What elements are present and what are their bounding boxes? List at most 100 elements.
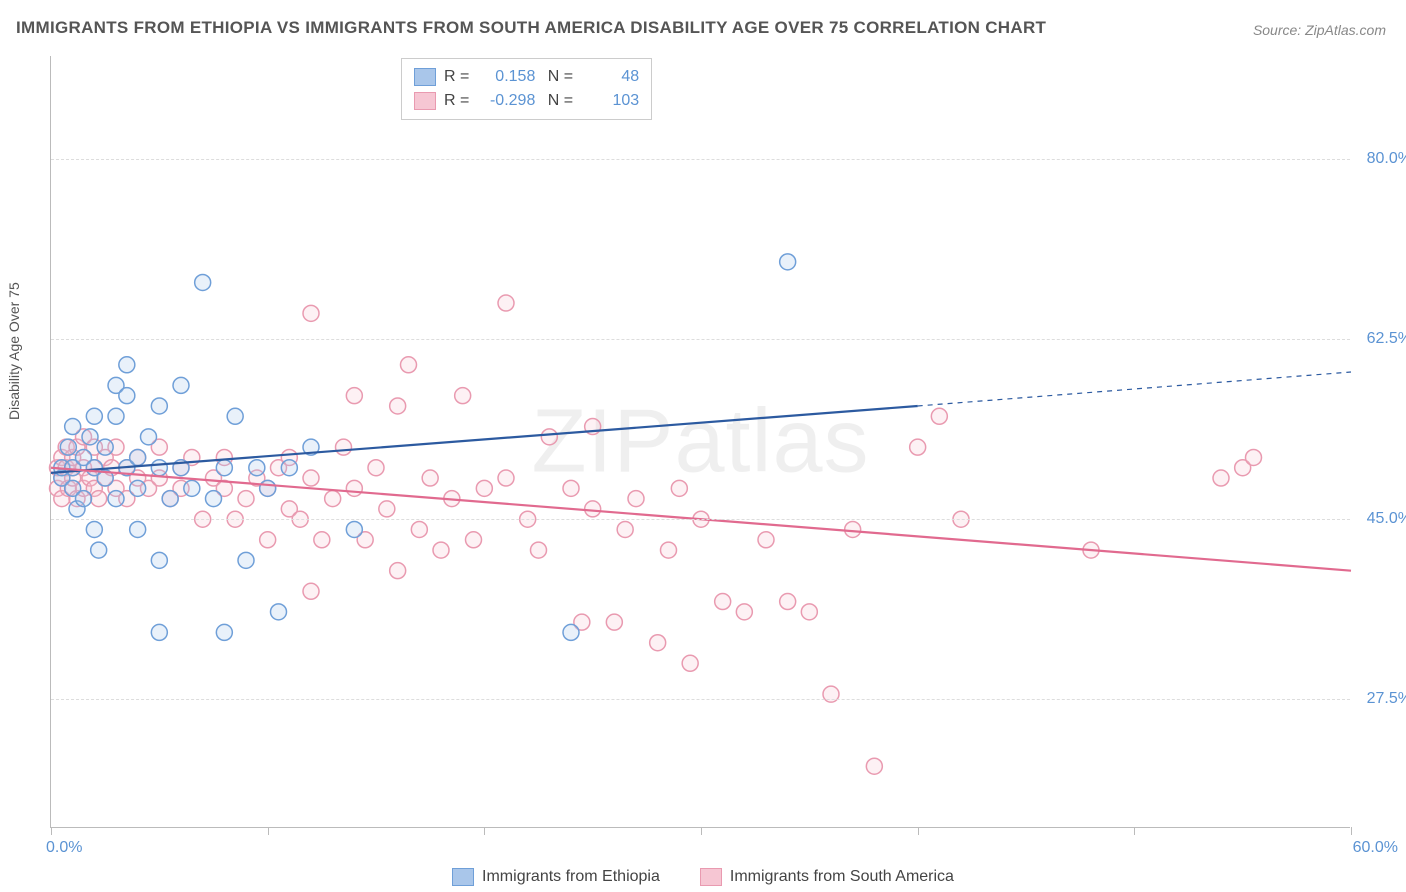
x-tick xyxy=(51,827,52,835)
legend-label-1: Immigrants from South America xyxy=(730,868,954,886)
data-point xyxy=(303,305,319,321)
data-point xyxy=(260,532,276,548)
data-point xyxy=(119,388,135,404)
data-point xyxy=(780,594,796,610)
plot-area: ZIPatlas R = 0.158 N = 48 R = -0.298 N =… xyxy=(50,56,1350,828)
data-point xyxy=(715,594,731,610)
gridline-h xyxy=(51,519,1350,520)
data-point xyxy=(346,388,362,404)
data-point xyxy=(151,624,167,640)
data-point xyxy=(130,480,146,496)
data-point xyxy=(108,491,124,507)
data-point xyxy=(682,655,698,671)
data-point xyxy=(238,552,254,568)
data-point xyxy=(216,624,232,640)
data-point xyxy=(455,388,471,404)
data-point xyxy=(97,439,113,455)
data-point xyxy=(736,604,752,620)
legend-label-0: Immigrants from Ethiopia xyxy=(482,868,660,886)
data-point xyxy=(585,501,601,517)
data-point xyxy=(184,480,200,496)
y-tick-label: 27.5% xyxy=(1357,690,1406,708)
data-point xyxy=(801,604,817,620)
x-tick xyxy=(918,827,919,835)
data-point xyxy=(281,460,297,476)
data-point xyxy=(422,470,438,486)
data-point xyxy=(65,419,81,435)
data-point xyxy=(1213,470,1229,486)
bottom-legend: Immigrants from Ethiopia Immigrants from… xyxy=(0,868,1406,886)
gridline-h xyxy=(51,159,1350,160)
data-point xyxy=(617,521,633,537)
data-point xyxy=(303,583,319,599)
data-point xyxy=(325,491,341,507)
data-point xyxy=(151,460,167,476)
source-label: Source: ZipAtlas.com xyxy=(1253,22,1386,38)
data-point xyxy=(498,295,514,311)
chart-svg xyxy=(51,56,1350,827)
x-tick-max: 60.0% xyxy=(1353,839,1398,857)
data-point xyxy=(82,429,98,445)
data-point xyxy=(314,532,330,548)
data-point xyxy=(758,532,774,548)
data-point xyxy=(162,491,178,507)
data-point xyxy=(76,491,92,507)
data-point xyxy=(661,542,677,558)
x-tick-min: 0.0% xyxy=(46,839,82,857)
data-point xyxy=(845,521,861,537)
data-point xyxy=(260,480,276,496)
x-tick xyxy=(484,827,485,835)
data-point xyxy=(173,377,189,393)
data-point xyxy=(866,758,882,774)
legend-swatch-icon xyxy=(700,868,722,886)
trend-line xyxy=(51,406,918,473)
data-point xyxy=(346,521,362,537)
y-tick-label: 45.0% xyxy=(1357,510,1406,528)
data-point xyxy=(86,521,102,537)
x-tick xyxy=(1134,827,1135,835)
data-point xyxy=(249,460,265,476)
data-point xyxy=(931,408,947,424)
data-point xyxy=(346,480,362,496)
chart-title: IMMIGRANTS FROM ETHIOPIA VS IMMIGRANTS F… xyxy=(16,18,1046,38)
legend-swatch-icon xyxy=(452,868,474,886)
data-point xyxy=(1246,449,1262,465)
data-point xyxy=(60,439,76,455)
data-point xyxy=(541,429,557,445)
gridline-h xyxy=(51,339,1350,340)
data-point xyxy=(780,254,796,270)
data-point xyxy=(108,408,124,424)
trend-line-extrapolated xyxy=(918,372,1351,406)
data-point xyxy=(368,460,384,476)
gridline-h xyxy=(51,699,1350,700)
legend-item-ethiopia: Immigrants from Ethiopia xyxy=(452,868,660,886)
y-tick-label: 80.0% xyxy=(1357,150,1406,168)
data-point xyxy=(91,491,107,507)
y-axis-label: Disability Age Over 75 xyxy=(6,282,22,420)
data-point xyxy=(151,398,167,414)
data-point xyxy=(671,480,687,496)
data-point xyxy=(195,274,211,290)
data-point xyxy=(303,470,319,486)
data-point xyxy=(130,521,146,537)
data-point xyxy=(390,398,406,414)
data-point xyxy=(411,521,427,537)
data-point xyxy=(130,449,146,465)
legend-item-southamerica: Immigrants from South America xyxy=(700,868,954,886)
data-point xyxy=(119,357,135,373)
y-tick-label: 62.5% xyxy=(1357,330,1406,348)
data-point xyxy=(606,614,622,630)
data-point xyxy=(86,408,102,424)
data-point xyxy=(216,460,232,476)
data-point xyxy=(466,532,482,548)
data-point xyxy=(563,480,579,496)
x-tick xyxy=(701,827,702,835)
data-point xyxy=(910,439,926,455)
data-point xyxy=(628,491,644,507)
data-point xyxy=(531,542,547,558)
data-point xyxy=(141,429,157,445)
data-point xyxy=(476,480,492,496)
x-tick xyxy=(1351,827,1352,835)
data-point xyxy=(401,357,417,373)
data-point xyxy=(271,604,287,620)
